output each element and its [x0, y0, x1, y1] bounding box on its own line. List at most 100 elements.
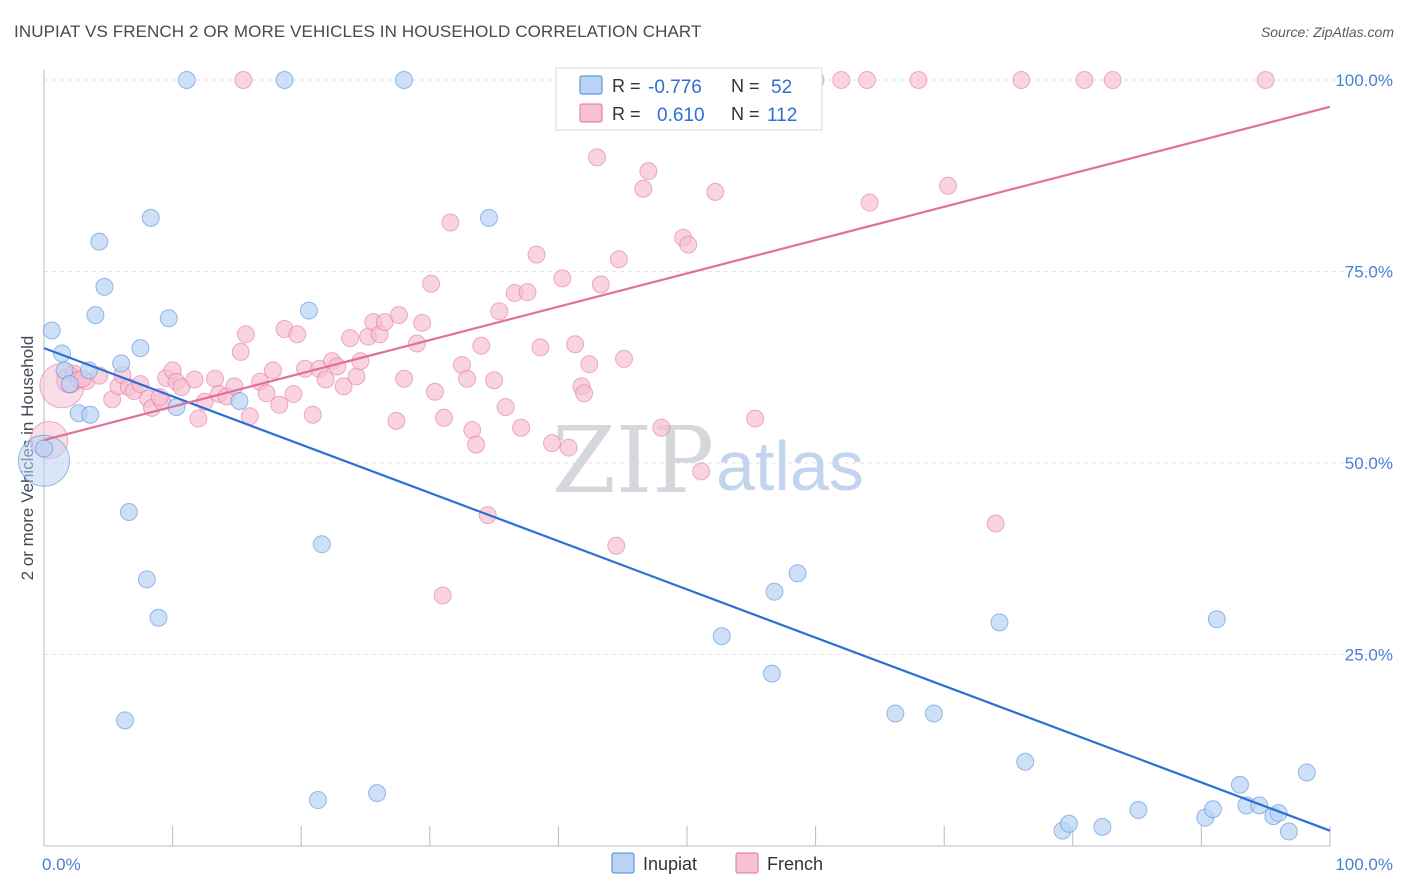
french-point-31: [257, 384, 276, 403]
inupiat-point-46: [1250, 796, 1269, 815]
y-tick-label-0: 25.0%: [1345, 646, 1393, 665]
series-legend: Inupiat French: [611, 852, 823, 874]
french-point-82: [591, 275, 610, 294]
french-point-44: [341, 329, 360, 348]
french-point-100: [939, 176, 958, 195]
french-point-109: [832, 71, 851, 89]
french-point-92: [692, 462, 711, 481]
inupiat-point-17: [141, 208, 160, 227]
french-point-103: [1075, 71, 1094, 89]
french-point-76: [559, 438, 578, 457]
inupiat-point-1: [35, 439, 53, 458]
french-point-84: [609, 250, 628, 269]
french-point-21: [189, 409, 208, 428]
french-point-71: [518, 283, 537, 302]
french-point-35: [284, 385, 303, 404]
chart-title: INUPIAT VS FRENCH 2 OR MORE VEHICLES IN …: [14, 22, 702, 41]
inupiat-points: [18, 71, 1316, 841]
inupiat-point-23: [275, 71, 294, 89]
inupiat-point-25: [308, 791, 327, 810]
legend-n-label-french: N =: [731, 104, 760, 124]
french-point-56: [422, 274, 441, 293]
inupiat-point-47: [1207, 610, 1226, 629]
inupiat-point-12: [112, 354, 131, 373]
inupiat-point-32: [765, 582, 784, 601]
bottom-legend-swatch-french: [735, 852, 759, 874]
inupiat-point-26: [312, 535, 331, 554]
legend-swatch-french: [579, 103, 603, 123]
bottom-legend-label-french: French: [767, 854, 823, 874]
french-point-86: [634, 179, 653, 198]
french-point-57: [425, 382, 444, 401]
bottom-legend-label-inupiat: Inupiat: [643, 854, 697, 874]
inupiat-point-44: [1230, 775, 1249, 794]
french-point-98: [860, 193, 879, 212]
inupiat-point-37: [1016, 752, 1035, 771]
legend-r-value-inupiat: -0.776: [648, 77, 702, 98]
legend-n-value-french: 112: [767, 105, 797, 126]
tick-labels: 25.0% 50.0% 75.0% 100.0% 0.0% 100.0%: [42, 71, 1393, 874]
french-point-52: [389, 306, 408, 325]
inupiat-point-28: [395, 71, 414, 89]
french-point-38: [303, 405, 322, 424]
legend-n-label-inupiat: N =: [731, 76, 760, 96]
legend-r-label-french: R =: [612, 104, 641, 124]
french-point-53: [395, 369, 414, 388]
french-point-75: [553, 269, 572, 288]
french-point-77: [566, 335, 585, 354]
french-point-51: [387, 411, 406, 430]
french-point-97: [858, 71, 877, 89]
inupiat-point-10: [90, 232, 109, 251]
watermark-atlas: atlas: [716, 427, 864, 505]
inupiat-point-41: [1129, 800, 1148, 819]
french-point-95: [746, 409, 765, 428]
inupiat-point-36: [990, 613, 1009, 632]
bottom-legend-swatch-inupiat: [611, 852, 635, 874]
french-point-61: [458, 369, 477, 388]
french-point-72: [527, 245, 546, 264]
french-point-70: [512, 418, 531, 437]
french-point-85: [614, 349, 633, 368]
french-point-99: [909, 71, 928, 89]
legend-swatch-inupiat: [579, 75, 603, 95]
inupiat-point-30: [712, 627, 731, 646]
french-point-73: [531, 338, 550, 357]
french-point-27: [231, 342, 250, 361]
inupiat-point-21: [177, 71, 196, 89]
french-point-40: [316, 370, 335, 389]
french-point-101: [986, 514, 1005, 533]
inupiat-point-11: [95, 277, 114, 296]
inupiat-point-18: [149, 608, 168, 627]
x-tick-label-1: 100.0%: [1335, 855, 1393, 874]
inupiat-point-9: [86, 306, 105, 325]
french-points: [29, 71, 1275, 605]
inupiat-point-7: [81, 405, 100, 424]
y-tick-label-2: 75.0%: [1345, 263, 1393, 282]
x-tick-label-0: 0.0%: [42, 855, 81, 874]
french-point-66: [485, 371, 504, 390]
french-point-67: [490, 302, 509, 321]
inupiat-point-43: [1203, 800, 1222, 819]
gridlines: [44, 79, 1392, 655]
french-point-32: [263, 361, 282, 380]
legend-n-value-inupiat: 52: [771, 77, 792, 98]
inupiat-point-27: [368, 784, 387, 803]
french-point-46: [351, 352, 370, 371]
french-point-55: [413, 313, 432, 332]
inupiat-point-19: [159, 309, 178, 328]
french-point-106: [234, 71, 253, 89]
trend-lines: [43, 105, 1331, 832]
inupiat-point-24: [299, 301, 318, 320]
french-point-102: [1012, 71, 1031, 89]
inupiat-point-0: [18, 434, 70, 487]
french-point-81: [587, 148, 606, 167]
inupiat-point-29: [479, 208, 498, 227]
french-point-64: [472, 336, 491, 355]
french-point-23: [206, 369, 225, 388]
inupiat-point-39: [1059, 814, 1078, 833]
inupiat-point-2: [42, 321, 61, 340]
inupiat-point-5: [60, 375, 79, 394]
legend-r-label-inupiat: R =: [612, 76, 641, 96]
inupiat-point-40: [1093, 817, 1112, 836]
